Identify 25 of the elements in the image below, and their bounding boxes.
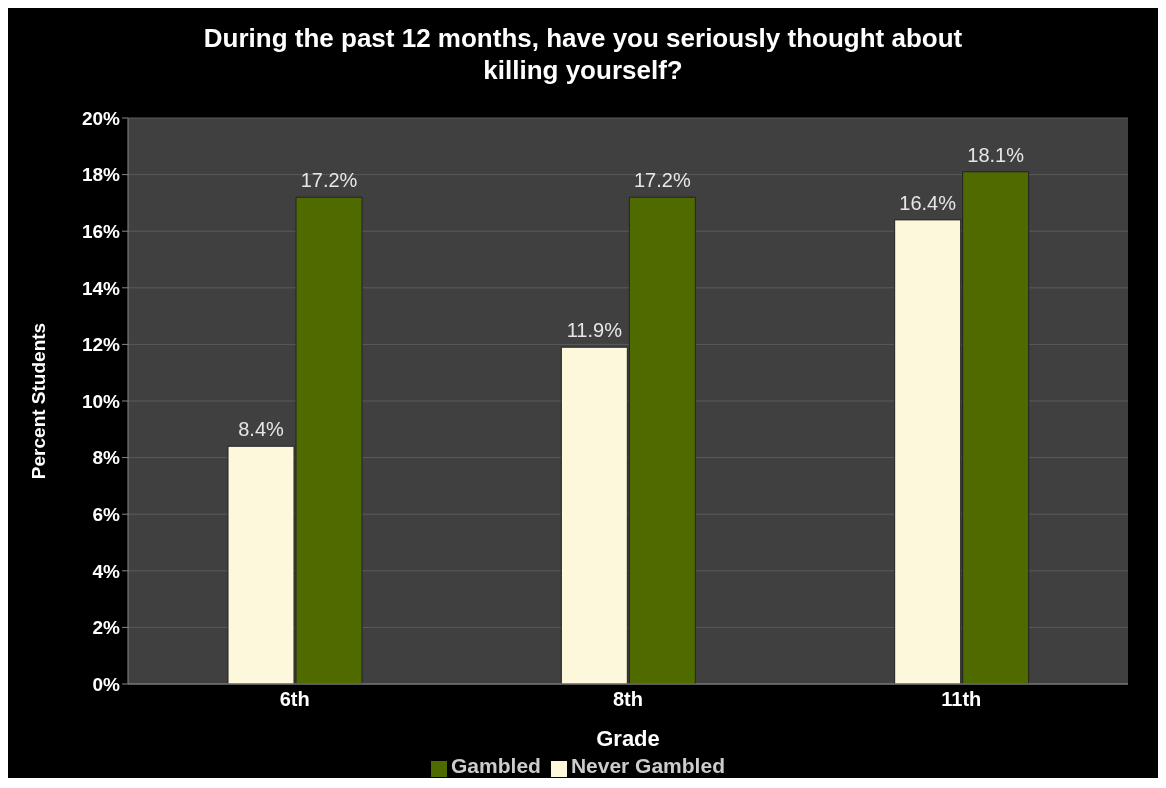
data-label: 18.1% <box>967 143 1025 166</box>
y-tick-label: 10% <box>81 390 121 412</box>
x-tick-label: 11th <box>941 688 982 711</box>
data-label: 11.9% <box>566 319 623 342</box>
x-tick-label: 6th <box>279 688 310 711</box>
y-tick-label: 14% <box>81 277 121 299</box>
x-axis-title: Grade <box>596 726 660 751</box>
data-label: 8.4% <box>238 418 285 441</box>
y-tick-label: 2% <box>92 617 121 639</box>
y-tick-label: 8% <box>92 447 121 469</box>
x-tick-label: 8th <box>613 688 643 711</box>
y-tick-label: 18% <box>81 164 121 186</box>
y-tick-label: 0% <box>92 673 121 695</box>
chart-title: During the past 12 months, have you seriously thought about killing yourself? <box>202 22 964 87</box>
data-label: 17.2% <box>633 169 691 192</box>
y-tick-label: 6% <box>92 503 121 525</box>
legend-label: Never Gambled <box>570 754 725 777</box>
data-label: 17.2% <box>300 169 358 192</box>
y-tick-label: 4% <box>92 560 121 582</box>
legend-label: Gambled <box>451 754 541 777</box>
y-axis-title: Percent Students <box>27 322 49 480</box>
y-tick-label: 20% <box>81 107 121 129</box>
data-label: 16.4% <box>899 191 957 214</box>
y-tick-label: 12% <box>81 334 121 356</box>
y-tick-label: 16% <box>81 220 121 242</box>
